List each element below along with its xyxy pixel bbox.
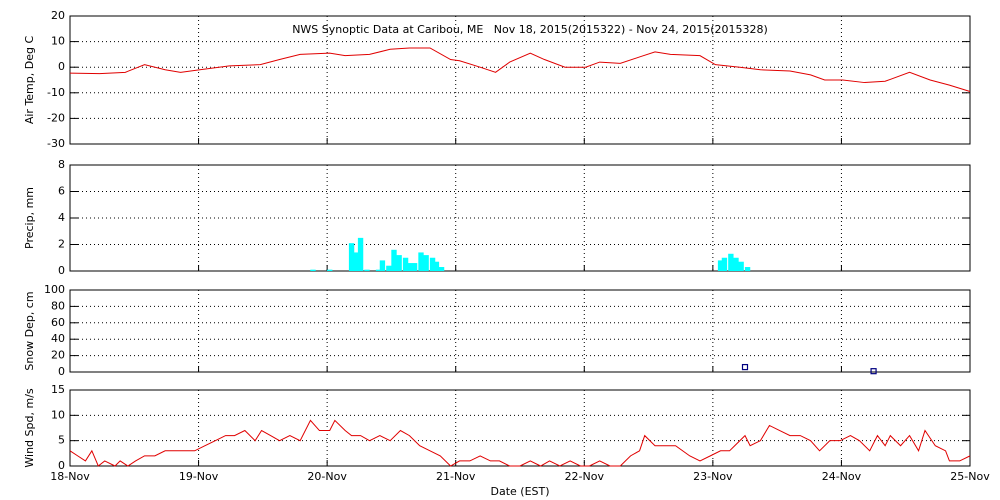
x-tick-label: 18-Nov	[50, 470, 90, 483]
y-tick-label: 40	[51, 332, 65, 345]
y-tick-label: 6	[58, 185, 65, 198]
y-tick-label: 8	[58, 158, 65, 171]
bar	[438, 267, 445, 271]
y-tick-label: 100	[44, 283, 65, 296]
point	[741, 363, 749, 371]
y-tick-label: 0	[58, 60, 65, 73]
y-axis-label: Air Temp, Deg C	[23, 36, 36, 125]
y-axis-label: Precip, mm	[23, 187, 36, 249]
x-axis-label: Date (EST)	[490, 485, 549, 498]
bar	[744, 267, 751, 271]
point	[870, 368, 877, 375]
bar	[386, 265, 392, 271]
bar	[738, 261, 744, 271]
bar	[310, 269, 316, 271]
y-tick-label: 20	[51, 9, 65, 22]
x-tick-label: 19-Nov	[179, 470, 219, 483]
y-tick-label: 15	[51, 383, 65, 396]
y-tick-label: -30	[47, 137, 65, 150]
bar	[327, 269, 333, 271]
x-tick-label: 22-Nov	[565, 470, 605, 483]
x-tick-label: 21-Nov	[436, 470, 476, 483]
y-tick-label: -20	[47, 111, 65, 124]
y-tick-label: 10	[51, 408, 65, 421]
bar	[728, 253, 734, 271]
plot-frame	[69, 164, 971, 272]
bar	[406, 263, 413, 271]
bar	[429, 257, 436, 271]
bar	[375, 269, 382, 271]
y-tick-label: 0	[58, 459, 65, 472]
bar	[733, 257, 739, 271]
y-tick-label: 5	[58, 434, 65, 447]
y-tick-label: 10	[51, 35, 65, 48]
bar	[391, 249, 397, 271]
bar	[423, 255, 429, 271]
bar	[721, 257, 728, 271]
bar	[348, 243, 355, 271]
y-axis-label: Snow Dep, cm	[23, 291, 36, 370]
bar	[402, 257, 409, 271]
bar	[418, 252, 424, 271]
bar	[352, 252, 359, 271]
chart-title: NWS Synoptic Data at Caribou, ME Nov 18,…	[292, 23, 768, 36]
bar	[717, 260, 724, 271]
y-tick-label: 2	[58, 238, 65, 251]
data-line	[69, 47, 971, 92]
y-axis-label: Wind Spd, m/s	[23, 388, 36, 468]
y-tick-label: 0	[58, 264, 65, 277]
x-tick-label: 25-Nov	[950, 470, 990, 483]
bar	[357, 237, 364, 271]
y-tick-label: -10	[47, 86, 65, 99]
x-tick-label: 23-Nov	[693, 470, 733, 483]
plot-frame	[69, 15, 971, 145]
data-line	[69, 419, 971, 467]
bar	[433, 261, 440, 271]
bar	[379, 260, 386, 271]
bar	[396, 255, 402, 271]
y-tick-label: 0	[58, 365, 65, 378]
y-tick-label: 4	[58, 211, 65, 224]
y-tick-label: 80	[51, 299, 65, 312]
bar	[411, 263, 418, 271]
x-tick-label: 24-Nov	[822, 470, 862, 483]
plot-frame	[69, 289, 971, 373]
bar	[364, 269, 370, 271]
x-tick-label: 20-Nov	[307, 470, 347, 483]
y-tick-label: 60	[51, 316, 65, 329]
plot-frame	[69, 389, 971, 467]
y-tick-label: 20	[51, 349, 65, 362]
